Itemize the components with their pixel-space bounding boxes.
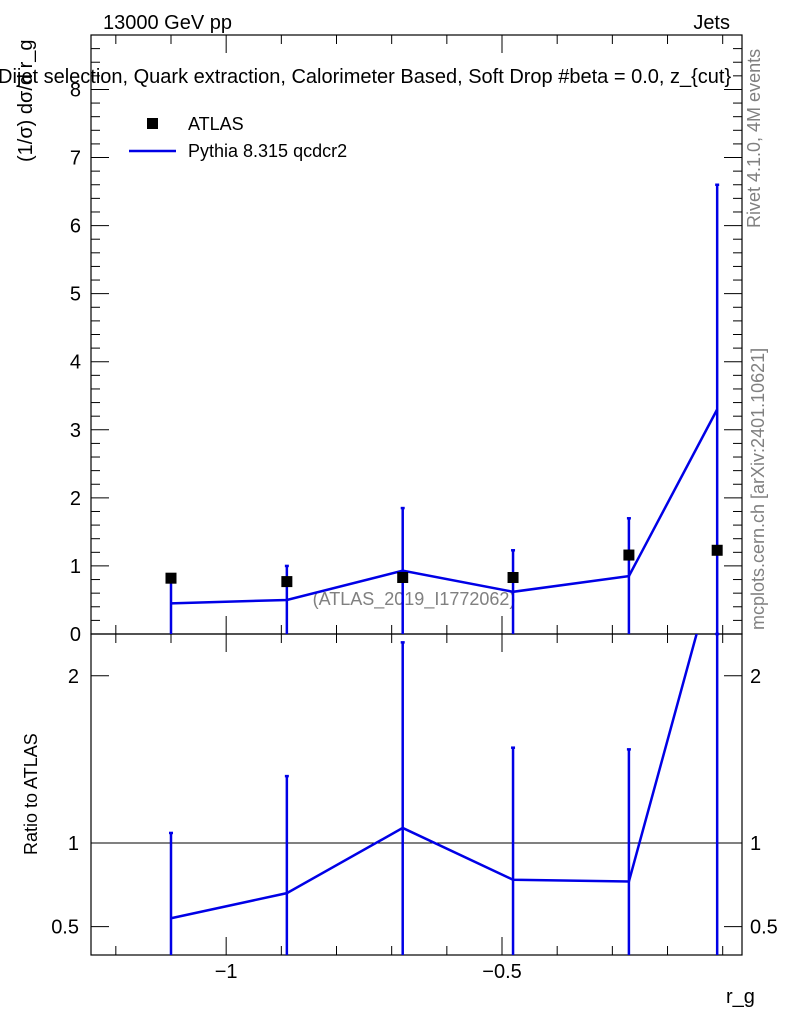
data-point (281, 576, 293, 588)
mc-line (170, 408, 719, 605)
data-point (507, 572, 519, 584)
x-axis-label: r_g (726, 986, 755, 1008)
y-tick-label: 6 (70, 216, 81, 238)
mcplots-label: mcplots.cern.ch [arXiv:2401.10621] (748, 348, 768, 630)
y-tick-label: 8 (70, 79, 81, 101)
y-tick-label: 7 (70, 148, 81, 170)
data-point (397, 572, 409, 584)
plot-title: Dijet selection, Quark extraction, Calor… (0, 66, 731, 88)
ratio-series-layer (168, 632, 720, 955)
ratio-tick-label-right: 0.5 (750, 917, 778, 939)
ratio-line (170, 634, 698, 920)
y-tick-label: 3 (70, 420, 81, 442)
ratio-axis-ticks: 0.5 0.5 1 1 2 2 (51, 666, 778, 939)
main-axis-ticks: 0 1 2 3 4 5 6 7 8 (70, 34, 742, 646)
y-tick-label: 0 (70, 624, 81, 646)
y-tick-label: 2 (70, 488, 81, 510)
y-tick-label: 5 (70, 284, 81, 306)
header-right-label: Jets (693, 12, 730, 34)
ratio-plot-frame (90, 633, 743, 956)
header-left-label: 13000 GeV pp (103, 12, 232, 34)
ratio-y-axis-label: Ratio to ATLAS (21, 733, 41, 855)
main-series-layer (165, 183, 723, 634)
top-y-axis-label: (1/σ) dσ/d r_g (15, 39, 37, 162)
data-point (711, 544, 723, 556)
ratio-tick-label-right: 2 (750, 666, 761, 688)
ratio-tick-label-left: 1 (68, 833, 79, 855)
x-tick-label: −0.5 (482, 961, 521, 983)
x-axis-ticks: −1 −0.5 (115, 35, 724, 983)
data-point (623, 549, 635, 561)
ratio-tick-label-left: 0.5 (51, 917, 79, 939)
ratio-tick-label-right: 1 (750, 833, 761, 855)
ratio-tick-label-left: 2 (68, 666, 79, 688)
x-tick-label: −1 (215, 961, 238, 983)
y-tick-label: 1 (70, 556, 81, 578)
legend-data-marker (147, 118, 158, 129)
legend-mc-label: Pythia 8.315 qcdcr2 (188, 141, 347, 161)
rivet-label: Rivet 4.1.0, 4M events (744, 49, 764, 228)
legend-data-label: ATLAS (188, 114, 244, 134)
y-tick-label: 4 (70, 352, 81, 374)
analysis-label: (ATLAS_2019_I1772062) (313, 589, 516, 610)
data-point (165, 572, 177, 584)
